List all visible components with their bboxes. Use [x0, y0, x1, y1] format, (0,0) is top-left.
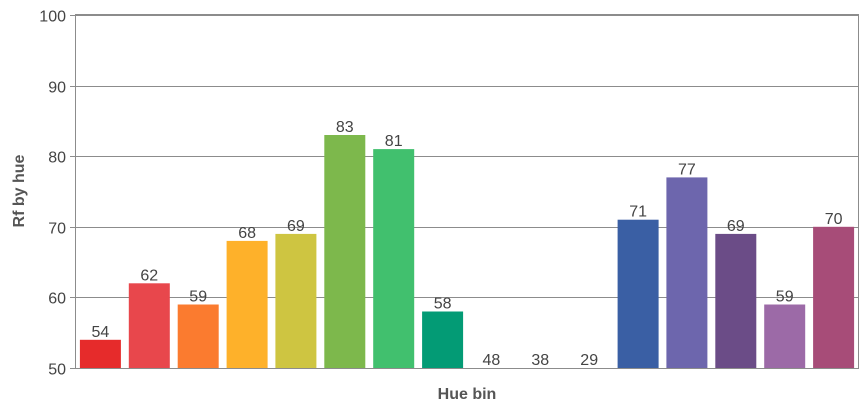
bar: [177, 304, 219, 368]
y-tick-label: 60: [48, 291, 66, 308]
bar-value-label: 68: [238, 225, 256, 242]
y-axis-ticks: 50 60 70 80 90 100: [39, 9, 66, 379]
bar: [617, 219, 659, 368]
bar: [715, 233, 757, 368]
bar-value-label: 71: [629, 204, 647, 221]
y-axis-title: Rf by hue: [11, 154, 28, 227]
bar: [275, 233, 317, 368]
y-tick-label: 80: [48, 150, 66, 167]
bar-value-label: 59: [776, 289, 794, 306]
bar: [666, 177, 708, 368]
bar: [373, 149, 415, 368]
bar: [79, 339, 121, 368]
bars: [79, 135, 855, 368]
bar-value-label: 81: [385, 133, 403, 150]
bar: [324, 135, 366, 368]
bar: [422, 311, 464, 368]
bar-value-label: 70: [825, 211, 843, 228]
bar-value-label: 83: [336, 119, 354, 136]
y-tick-label: 100: [39, 9, 66, 26]
bar-value-label: 58: [434, 296, 452, 313]
data-labels: 54 62 59 68 69 83 81 58 48 38 29 71 77 69 59 70: [92, 119, 843, 369]
bar-value-label: 29: [580, 352, 598, 369]
y-tick-label: 50: [48, 362, 66, 379]
bar: [764, 304, 806, 368]
plot-frame: [75, 14, 859, 369]
bar-value-label: 69: [727, 218, 745, 235]
bar: [128, 283, 170, 368]
y-tick-label: 70: [48, 221, 66, 238]
bar-value-label: 38: [531, 352, 549, 369]
bar-value-label: 54: [92, 324, 110, 341]
bar: [813, 226, 855, 368]
bar: [226, 240, 268, 368]
bar-value-label: 69: [287, 218, 305, 235]
bar-value-label: 62: [140, 267, 158, 284]
bar-value-label: 77: [678, 161, 696, 178]
y-tick-label: 90: [48, 80, 66, 97]
x-axis-title: Hue bin: [438, 386, 497, 403]
bar-value-label: 48: [483, 352, 501, 369]
bar-value-label: 59: [189, 289, 207, 306]
